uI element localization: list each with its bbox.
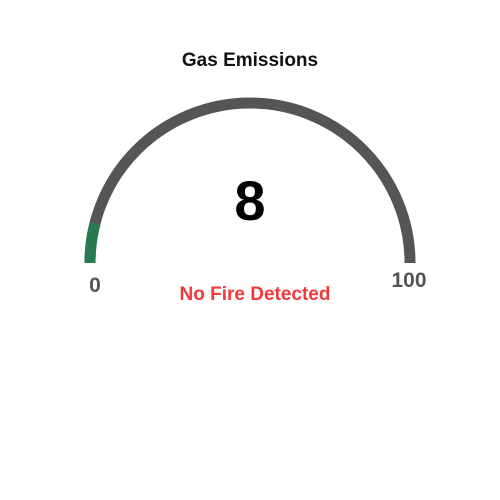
status-text: No Fire Detected	[179, 284, 331, 305]
gauge-fill	[84, 221, 101, 264]
gauge-track	[84, 97, 416, 264]
gauge-min-label: 0	[89, 274, 101, 297]
gauge-title: Gas Emissions	[181, 50, 319, 71]
gauge-value: 8	[234, 169, 266, 232]
gauge-max-label: 100	[391, 269, 427, 292]
